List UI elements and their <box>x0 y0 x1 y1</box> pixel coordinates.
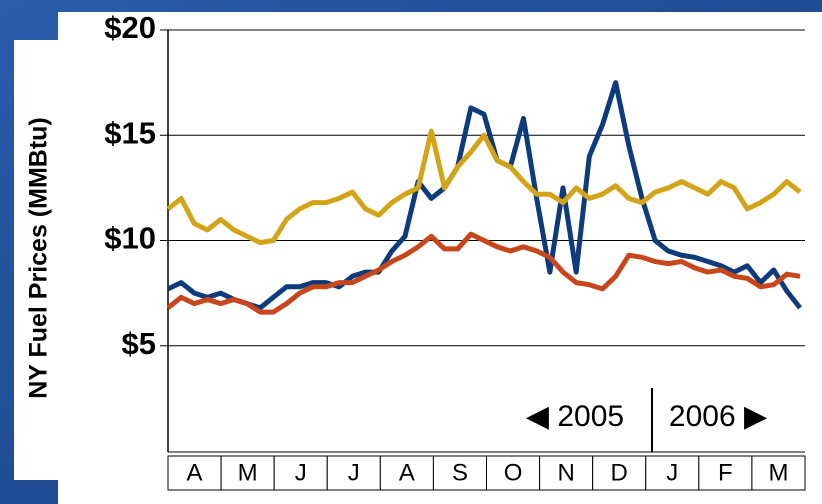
month-cell <box>751 455 806 491</box>
x-tick-label: O <box>504 459 523 486</box>
y-tick-label: $20 <box>104 10 156 45</box>
year-label: ◀ 2005 <box>526 400 624 433</box>
month-cell <box>698 455 753 491</box>
year-label: 2006 ▶ <box>669 400 767 433</box>
y-tick-label: $15 <box>104 115 156 150</box>
y-tick-label: $10 <box>104 221 156 256</box>
x-tick-label: F <box>718 459 733 486</box>
x-tick-label: A <box>399 459 415 486</box>
month-cell <box>645 455 700 491</box>
y-axis-label: NY Fuel Prices (MMBtu) <box>25 117 53 399</box>
x-tick-label: J <box>295 459 307 486</box>
x-tick-label: J <box>666 459 678 486</box>
x-tick-label: J <box>348 459 360 486</box>
y-tick-label: $5 <box>122 326 156 361</box>
series-line <box>166 231 801 315</box>
month-cell <box>220 455 275 491</box>
series-line <box>166 80 802 311</box>
x-tick-label: D <box>611 459 628 486</box>
month-cell <box>167 455 222 491</box>
x-tick-label: S <box>452 459 468 486</box>
x-tick-label: N <box>557 459 574 486</box>
month-cell <box>273 455 328 491</box>
series-line <box>166 128 802 246</box>
x-tick-label: A <box>187 459 203 486</box>
x-tick-label: M <box>768 459 788 486</box>
label-background <box>14 40 60 480</box>
x-tick-label: M <box>238 459 258 486</box>
month-cell <box>432 455 487 491</box>
month-cell <box>539 455 594 491</box>
